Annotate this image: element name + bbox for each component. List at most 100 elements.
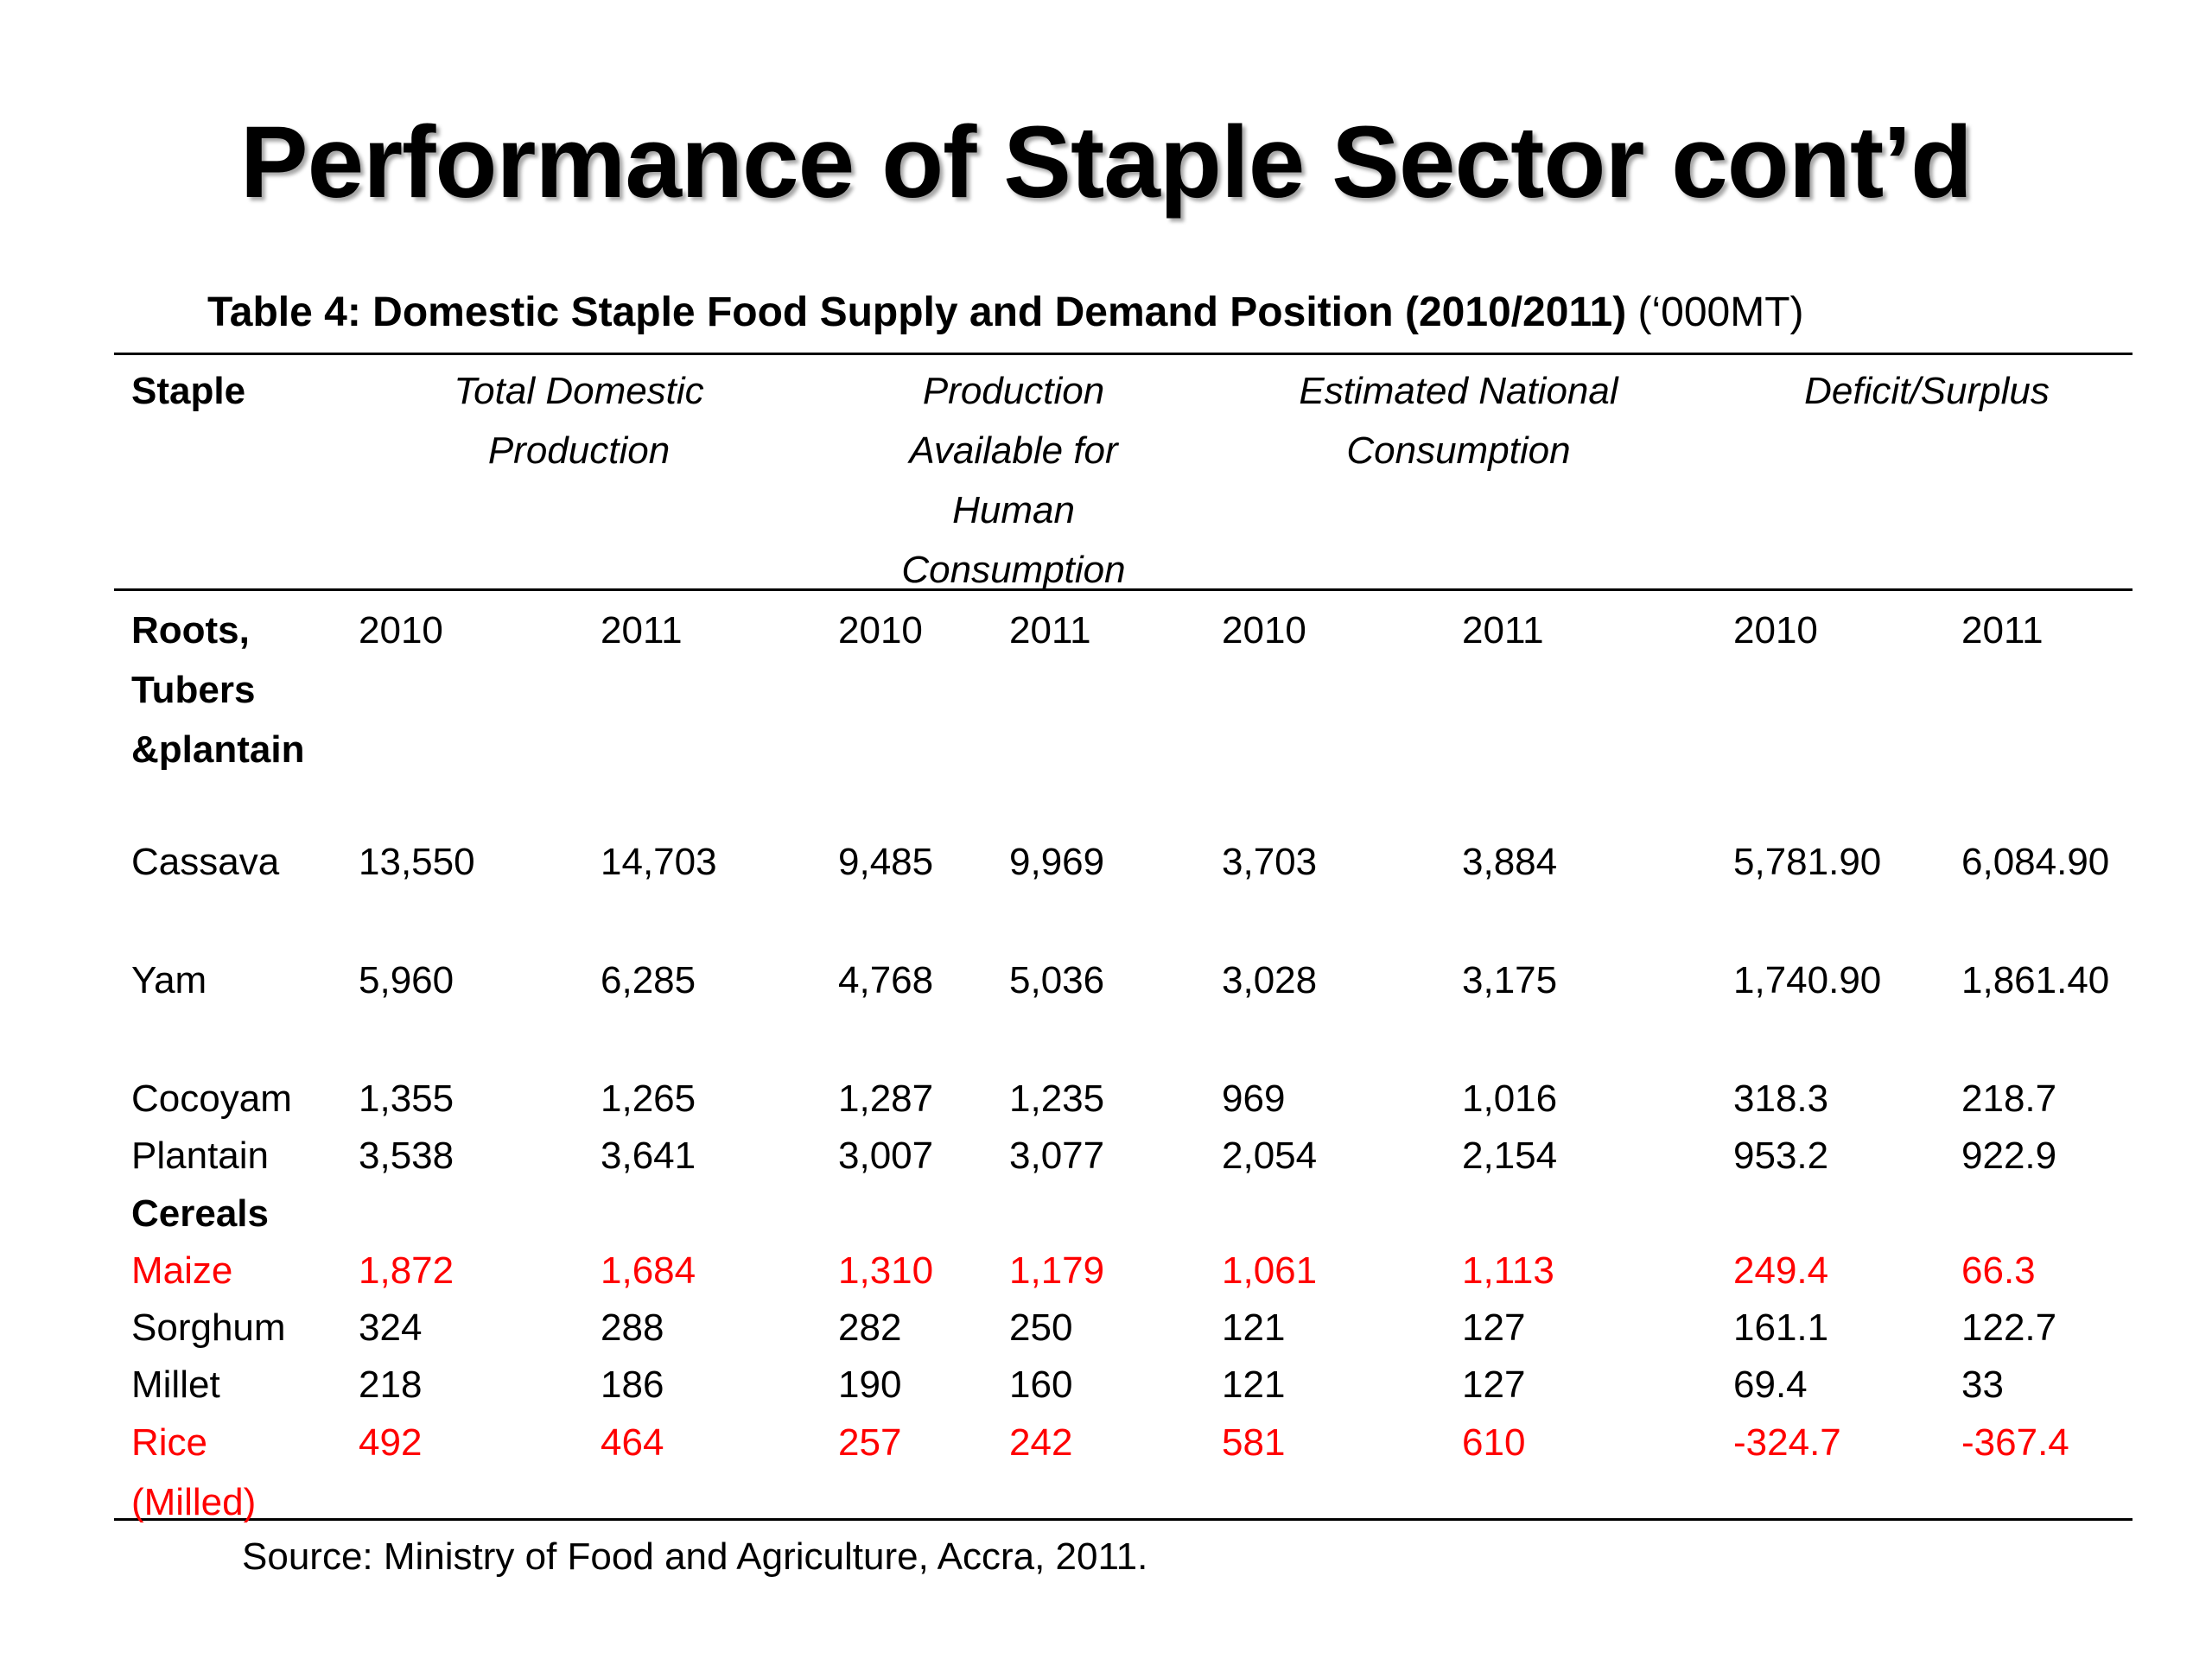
header-text-line: Estimated National	[1299, 370, 1618, 412]
row-label-line: Millet	[131, 1363, 220, 1406]
table-cell: 9,485	[838, 841, 934, 883]
header-text-line: Production	[487, 429, 671, 472]
year-header: 2011	[601, 609, 683, 652]
header-production-available: Production Available for Human Consumption	[754, 361, 1273, 600]
row-label-line: Maize	[131, 1249, 233, 1292]
table-cell: 5,036	[1009, 959, 1105, 1001]
table-cell: 4,768	[838, 959, 934, 1001]
table-cell: 6,285	[601, 959, 696, 1001]
header-text-line: Human	[952, 489, 1075, 531]
row-label-line: Cassava	[131, 841, 280, 883]
table-cell: 250	[1009, 1306, 1073, 1349]
table-cell: 1,740.90	[1733, 959, 1882, 1001]
table-cell: 242	[1009, 1421, 1073, 1464]
table-cell: 324	[359, 1306, 423, 1349]
table-cell: 14,703	[601, 841, 717, 883]
table-cell: 953.2	[1733, 1135, 1829, 1177]
row-label: Maize	[131, 1241, 232, 1300]
year-header: 2010	[838, 609, 923, 652]
row-label-line: Yam	[131, 959, 207, 1001]
table-cell: 69.4	[1733, 1363, 1808, 1406]
year-header: 2011	[1009, 609, 1091, 652]
row-label: Millet	[131, 1355, 220, 1414]
table-cell: -367.4	[1961, 1421, 2069, 1464]
table-cell: 218.7	[1961, 1077, 2057, 1120]
table-cell: 3,641	[601, 1135, 696, 1177]
table-cell: 610	[1462, 1421, 1526, 1464]
header-staple: Staple	[131, 370, 246, 412]
table-cell: 1,179	[1009, 1249, 1105, 1292]
slide-title: Performance of Staple Sector cont’d	[239, 105, 1973, 219]
year-header: 2010	[1222, 609, 1306, 652]
table-cell: 1,310	[838, 1249, 934, 1292]
header-deficit-surplus: Deficit/Surplus	[1668, 361, 2186, 421]
table-cell: 66.3	[1961, 1249, 2036, 1292]
table-cell: 186	[601, 1363, 664, 1406]
table-cell: 288	[601, 1306, 664, 1349]
table-cell: 318.3	[1733, 1077, 1829, 1120]
table-cell: 282	[838, 1306, 902, 1349]
table-cell: 13,550	[359, 841, 475, 883]
row-label: Cocoyam	[131, 1069, 292, 1128]
year-header: 2010	[359, 609, 443, 652]
table-cell: 121	[1222, 1306, 1286, 1349]
header-text-line: Consumption	[1346, 429, 1571, 472]
table-cell: 3,175	[1462, 959, 1558, 1001]
table-cell: 33	[1961, 1363, 2004, 1406]
table-cell: 127	[1462, 1363, 1526, 1406]
table-cell: 3,077	[1009, 1135, 1105, 1177]
source-note: Source: Ministry of Food and Agriculture…	[242, 1535, 1148, 1578]
table-cell: 1,265	[601, 1077, 696, 1120]
group-label-line: &plantain	[131, 728, 305, 771]
table-cell: 3,703	[1222, 841, 1318, 883]
row-label: Plantain	[131, 1126, 269, 1185]
table-cell: 581	[1222, 1421, 1286, 1464]
table-cell: 190	[838, 1363, 902, 1406]
row-label-line: Sorghum	[131, 1306, 286, 1349]
table-cell: 121	[1222, 1363, 1286, 1406]
table-cell: 1,684	[601, 1249, 696, 1292]
table-top-rule	[114, 353, 2133, 355]
table-cell: 218	[359, 1363, 423, 1406]
row-label: Rice (Milled)	[131, 1413, 256, 1532]
table-cell: 3,028	[1222, 959, 1318, 1001]
table-cell: 1,861.40	[1961, 959, 2110, 1001]
table-caption: Table 4: Domestic Staple Food Supply and…	[207, 285, 1804, 340]
table-cell: 1,016	[1462, 1077, 1558, 1120]
group-label-roots: Roots, Tubers &plantain	[131, 601, 304, 779]
table-cell: 464	[601, 1421, 664, 1464]
table-cell: 6,084.90	[1961, 841, 2110, 883]
row-label: Yam	[131, 950, 207, 1010]
table-cell: 5,960	[359, 959, 454, 1001]
header-text-line: Total Domestic	[454, 370, 704, 412]
table-bottom-rule	[114, 1518, 2133, 1521]
table-cell: 122.7	[1961, 1306, 2057, 1349]
row-label-line: Plantain	[131, 1135, 270, 1177]
table-cell: 1,872	[359, 1249, 454, 1292]
header-estimated-consumption: Estimated National Consumption	[1199, 361, 1718, 480]
group-label-line: Tubers	[131, 669, 256, 711]
table-cell: 3,007	[838, 1135, 934, 1177]
row-label: Cassava	[131, 832, 279, 892]
table-cell: -324.7	[1733, 1421, 1841, 1464]
table-cell: 161.1	[1733, 1306, 1829, 1349]
table-cell: 3,884	[1462, 841, 1558, 883]
table-cell: 2,154	[1462, 1135, 1558, 1177]
header-text-line: Deficit/Surplus	[1804, 370, 2050, 412]
row-label-line: Rice	[131, 1421, 208, 1464]
table-cell: 3,538	[359, 1135, 454, 1177]
table-cell: 969	[1222, 1077, 1286, 1120]
year-header: 2011	[1462, 609, 1544, 652]
row-label-line: (Milled)	[131, 1481, 257, 1523]
table-cell: 127	[1462, 1306, 1526, 1349]
header-text-line: Consumption	[901, 549, 1126, 591]
table-cell: 492	[359, 1421, 423, 1464]
table-cell: 1,113	[1462, 1249, 1554, 1292]
table-cell: 1,235	[1009, 1077, 1105, 1120]
caption-title: Table 4: Domestic Staple Food Supply and…	[207, 289, 1627, 335]
row-label: Sorghum	[131, 1298, 286, 1357]
table-header-rule	[114, 588, 2133, 591]
header-text-line: Available for	[909, 429, 1118, 472]
group-label-line: Roots,	[131, 609, 250, 652]
table-cell: 1,287	[838, 1077, 934, 1120]
